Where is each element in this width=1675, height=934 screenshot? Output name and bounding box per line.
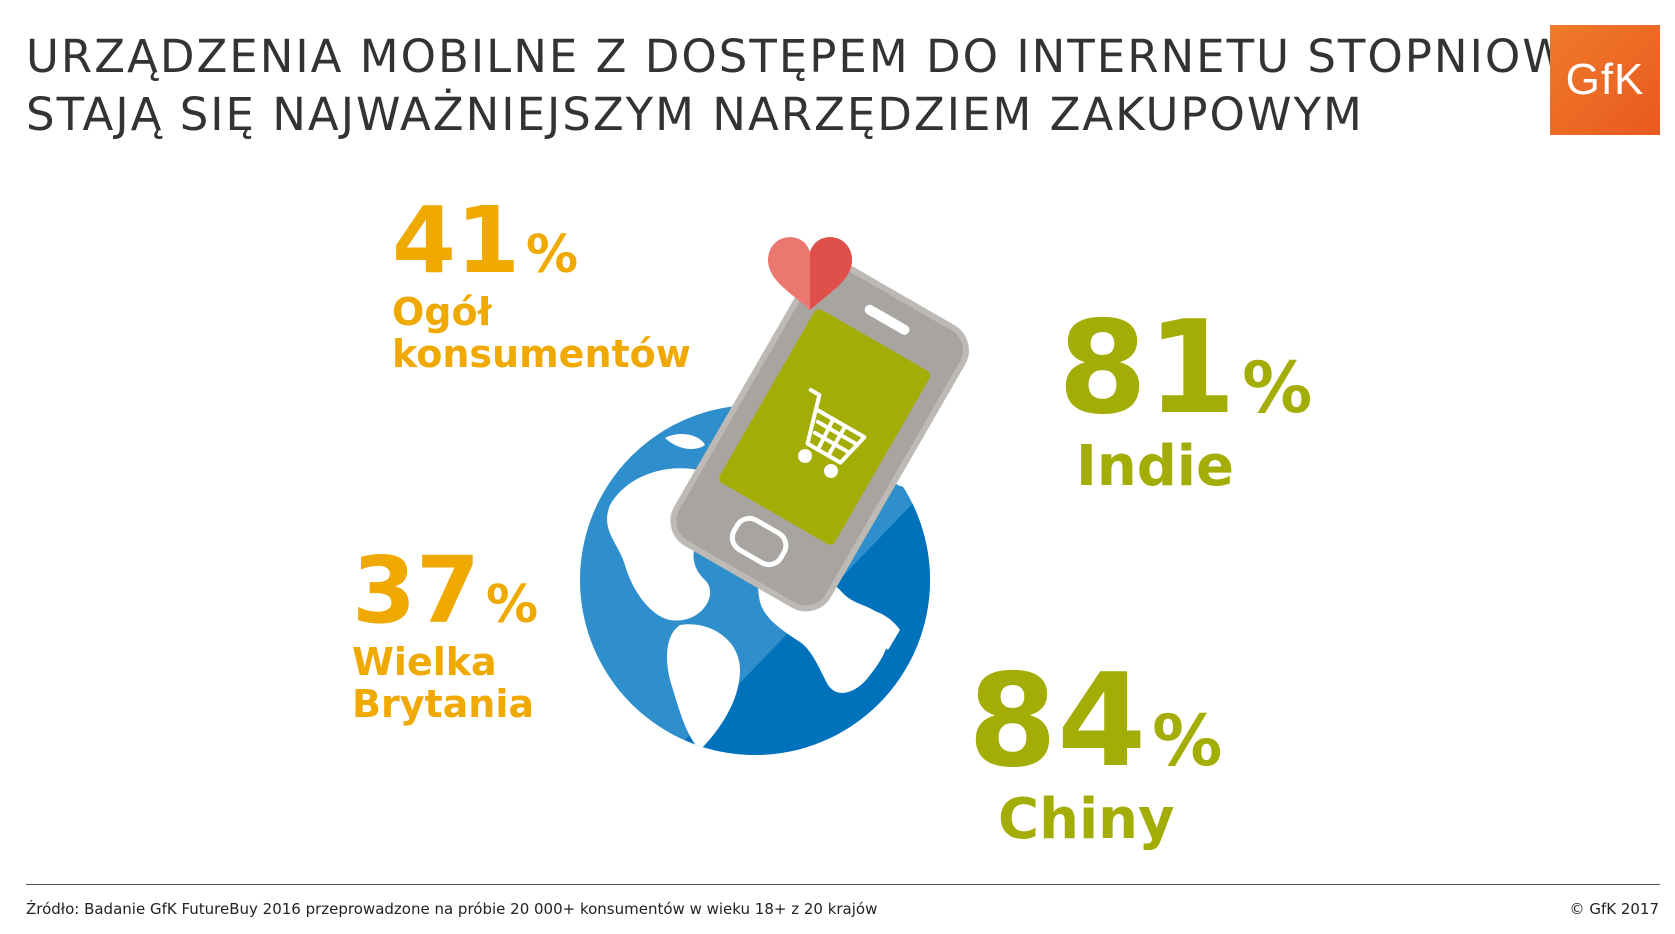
stat-unit: % — [1242, 347, 1313, 429]
stat-label-line: Indie — [1076, 434, 1234, 499]
stat-label: Indie — [1076, 437, 1312, 497]
source-note: Źródło: Badanie GfK FutureBuy 2016 przep… — [26, 900, 878, 918]
stat-label: Chiny — [998, 790, 1222, 850]
stat-unit: % — [526, 225, 579, 285]
stat-value: 84 — [968, 647, 1147, 796]
stat-label-line: Chiny — [998, 787, 1175, 852]
stat-label-line: konsumentów — [392, 332, 691, 376]
stat-unit: % — [1152, 700, 1223, 782]
page-title: URZĄDZENIA MOBILNE Z DOSTĘPEM DO INTERNE… — [26, 28, 1607, 144]
stat-label: Wielka Brytania — [352, 641, 538, 725]
mobile-shopping-illustration — [580, 237, 969, 755]
gfk-logo: GfK — [1550, 25, 1660, 135]
stat-label-line: Wielka — [352, 640, 497, 684]
stat-label-line: Brytania — [352, 682, 535, 726]
stat-india: 81 % Indie — [1058, 305, 1312, 497]
stat-all-consumers: 41 % Ogół konsumentów — [392, 187, 691, 376]
stat-unit: % — [486, 575, 539, 635]
stat-value: 41 — [392, 187, 521, 294]
heart-icon — [768, 237, 852, 310]
stat-label-line: Ogół — [392, 290, 492, 334]
copyright: © GfK 2017 — [1569, 900, 1659, 918]
smartphone-icon — [670, 259, 969, 612]
stat-value: 37 — [352, 537, 481, 644]
title-line-1: URZĄDZENIA MOBILNE Z DOSTĘPEM DO INTERNE… — [26, 30, 1607, 83]
footer-divider — [26, 884, 1660, 885]
stat-china: 84 % Chiny — [968, 658, 1222, 850]
shopping-cart-icon — [798, 388, 867, 478]
stat-value: 81 — [1058, 294, 1237, 443]
stat-label: Ogół konsumentów — [392, 291, 691, 375]
stat-united-kingdom: 37 % Wielka Brytania — [352, 537, 539, 726]
title-line-2: STAJĄ SIĘ NAJWAŻNIEJSZYM NARZĘDZIEM ZAKU… — [26, 88, 1364, 141]
